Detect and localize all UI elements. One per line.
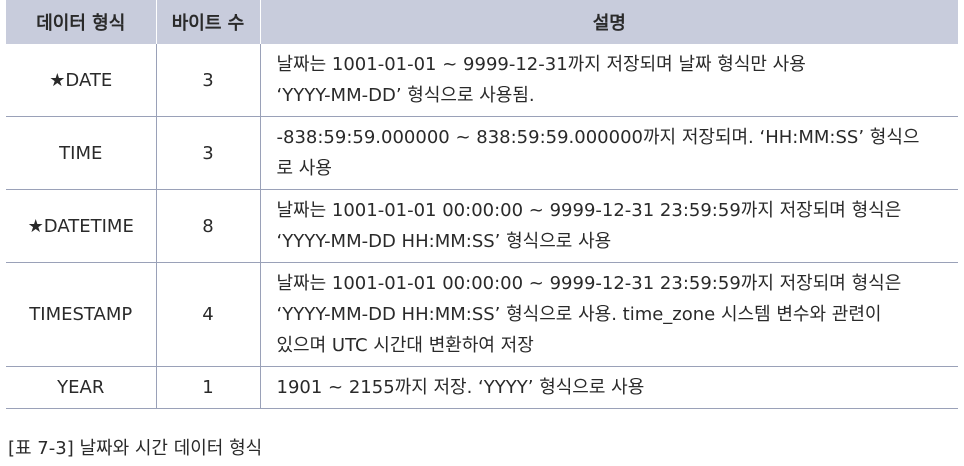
cell-type-name: TIMESTAMP (6, 262, 157, 367)
description-line: ‘YYYY-MM-DD’ 형식으로 사용됨. (276, 85, 535, 106)
table-header: 데이터 형식 바이트 수 설명 (6, 0, 958, 44)
description-line: -838:59:59.000000 ~ 838:59:59.000000까지 저… (276, 127, 920, 148)
cell-byte-count: 4 (156, 262, 261, 367)
description-line: ‘YYYY-MM-DD HH:MM:SS’ 형식으로 사용. time_zone… (276, 304, 882, 325)
header-data-type: 데이터 형식 (6, 0, 157, 44)
cell-description: 날짜는 1001-01-01 00:00:00 ~ 9999-12-31 23:… (260, 262, 958, 367)
table-row-time: TIME 3 -838:59:59.000000 ~ 838:59:59.000… (6, 116, 958, 190)
header-byte-count: 바이트 수 (156, 0, 261, 44)
table-body: ★DATE 3 날짜는 1001-01-01 ~ 9999-12-31까지 저장… (6, 44, 958, 409)
table-caption: [표 7-3] 날짜와 시간 데이터 형식 (8, 438, 263, 459)
cell-type-name: TIME (6, 116, 157, 190)
description-line: 날짜는 1001-01-01 00:00:00 ~ 9999-12-31 23:… (276, 200, 902, 221)
date-time-types-table-container: 데이터 형식 바이트 수 설명 ★DATE 3 날짜는 1001-01-01 ~… (6, 0, 958, 409)
description-line: 있으며 UTC 시간대 변환하여 저장 (276, 335, 534, 356)
description-line: 1901 ~ 2155까지 저장. ‘YYYY’ 형식으로 사용 (276, 377, 645, 398)
description-line: ‘YYYY-MM-DD HH:MM:SS’ 형식으로 사용 (276, 231, 612, 252)
description-line: 로 사용 (276, 158, 332, 179)
cell-type-name: ★DATE (6, 44, 157, 117)
cell-byte-count: 3 (156, 44, 261, 117)
description-line: 날짜는 1001-01-01 00:00:00 ~ 9999-12-31 23:… (276, 273, 902, 294)
table-row-datetime: ★DATETIME 8 날짜는 1001-01-01 00:00:00 ~ 99… (6, 189, 958, 263)
cell-description: 날짜는 1001-01-01 ~ 9999-12-31까지 저장되며 날짜 형식… (260, 44, 958, 117)
cell-type-name: YEAR (6, 366, 157, 409)
cell-byte-count: 8 (156, 189, 261, 263)
table-row-timestamp: TIMESTAMP 4 날짜는 1001-01-01 00:00:00 ~ 99… (6, 262, 958, 367)
cell-byte-count: 1 (156, 366, 261, 409)
header-description: 설명 (260, 0, 958, 44)
cell-description: 날짜는 1001-01-01 00:00:00 ~ 9999-12-31 23:… (260, 189, 958, 263)
cell-description: 1901 ~ 2155까지 저장. ‘YYYY’ 형식으로 사용 (260, 366, 958, 409)
description-line: 날짜는 1001-01-01 ~ 9999-12-31까지 저장되며 날짜 형식… (276, 54, 806, 75)
cell-type-name: ★DATETIME (6, 189, 157, 263)
date-time-types-table: 데이터 형식 바이트 수 설명 ★DATE 3 날짜는 1001-01-01 ~… (6, 0, 958, 409)
table-row-date: ★DATE 3 날짜는 1001-01-01 ~ 9999-12-31까지 저장… (6, 44, 958, 117)
table-row-year: YEAR 1 1901 ~ 2155까지 저장. ‘YYYY’ 형식으로 사용 (6, 366, 958, 409)
cell-byte-count: 3 (156, 116, 261, 190)
cell-description: -838:59:59.000000 ~ 838:59:59.000000까지 저… (260, 116, 958, 190)
header-row: 데이터 형식 바이트 수 설명 (6, 0, 958, 44)
